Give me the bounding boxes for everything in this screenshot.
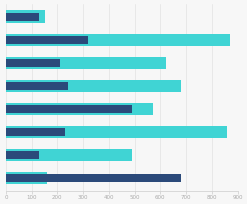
Bar (6, 103, 153, 115)
Bar (6, 128, 65, 136)
Bar (6, 13, 39, 21)
Bar (6, 33, 230, 46)
Bar (6, 126, 227, 138)
Bar (6, 105, 132, 113)
Bar (6, 10, 44, 23)
Bar (6, 174, 181, 182)
Bar (6, 149, 132, 161)
Bar (6, 151, 39, 159)
Bar (6, 172, 47, 184)
Bar (6, 82, 68, 90)
Bar (6, 59, 60, 67)
Bar (6, 36, 88, 44)
Bar (6, 80, 181, 92)
Bar (6, 57, 165, 69)
